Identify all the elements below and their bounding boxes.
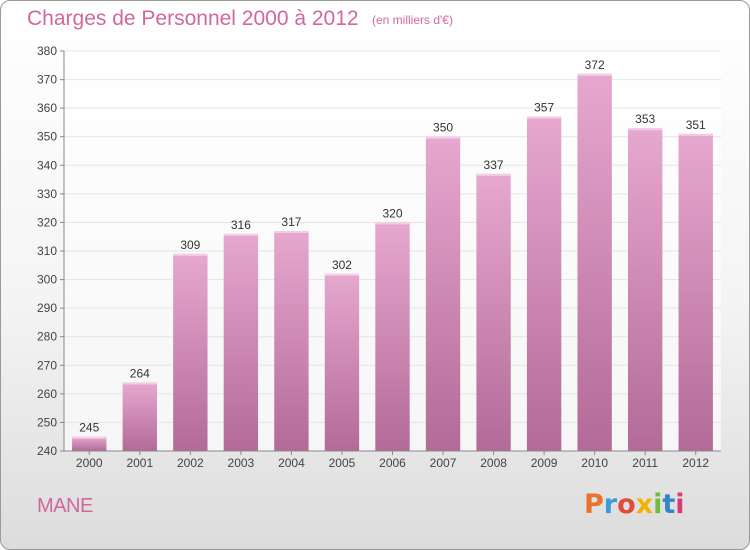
y-tick-label: 380 [37,44,57,58]
bar-highlight [476,173,511,176]
x-tick-label: 2000 [76,456,103,470]
x-tick-label: 2001 [126,456,153,470]
x-tick-label: 2011 [632,456,658,470]
bar [628,128,663,451]
value-label: 320 [382,206,402,220]
bar [476,173,511,451]
x-tick-label: 2009 [531,456,558,470]
bar-highlight [678,133,713,136]
bar-highlight [274,231,309,233]
y-axis: 240 250 260 270 280 290 300 310 320 330 340 350 360 3… [37,44,65,458]
bar-highlight [223,233,259,236]
y-tick-label: 360 [37,101,57,115]
bar [173,253,208,451]
bar [324,273,360,451]
value-label: 350 [433,121,453,135]
y-tick-label: 330 [37,187,57,201]
bar-highlight [375,222,410,225]
value-label: 337 [484,158,504,172]
bar [375,222,410,451]
bars [72,73,713,451]
x-tick-label: 2012 [682,456,709,470]
y-tick-label: 340 [37,158,57,172]
y-tick-label: 280 [37,330,57,344]
bar-highlight [72,436,107,439]
x-tick-label: 2003 [228,456,255,470]
value-label: 317 [281,215,301,229]
x-tick-label: 2002 [177,456,204,470]
value-label: 372 [585,58,605,72]
value-label: 302 [332,258,352,272]
bar [223,233,259,451]
bar-highlight [577,73,612,76]
bar-highlight [425,136,461,139]
logo-letter: i [653,489,663,520]
x-tick-label: 2007 [430,456,457,470]
y-tick-label: 350 [37,130,57,144]
logo-letter: i [675,489,685,520]
value-label: 309 [180,238,200,252]
y-tick-label: 270 [37,358,57,372]
bar [72,436,107,451]
value-label: 316 [231,218,251,232]
y-tick-label: 290 [37,301,57,315]
bar [425,136,461,451]
x-tick-label: 2005 [329,456,356,470]
y-tick-label: 250 [37,415,57,429]
value-label: 245 [79,421,99,435]
x-axis: 2000 2001 2002 2003 2004 2005 2006 2007 2008 2009… [64,450,721,470]
value-label: 357 [534,101,554,115]
x-tick-label: 2010 [581,456,608,470]
chart-title: Charges de Personnel 2000 à 2012 [27,7,359,30]
y-tick-label: 370 [37,73,57,87]
logo-letter: r [603,489,618,520]
bar [274,231,309,451]
bar [122,382,157,451]
value-label: 264 [130,366,150,380]
place-name: MANE [37,495,93,517]
value-labels: 245 264 309 316 317 302 320 350 337 357 372 353 351 [79,58,706,435]
x-tick-label: 2004 [278,456,305,470]
logo-letter: o [617,489,636,520]
y-tick-label: 260 [37,387,57,401]
bar-highlight [122,382,157,385]
bar [577,73,612,451]
proxiti-logo: Proxiti [584,489,685,520]
logo-letter: x [635,489,654,520]
logo-letter: P [584,489,604,520]
chart-unit: (en milliers d'€) [372,13,453,27]
bar-highlight [324,273,360,276]
y-tick-label: 310 [37,244,57,258]
value-label: 353 [635,112,655,126]
y-tick-label: 300 [37,273,57,287]
x-tick-label: 2008 [480,456,507,470]
bar-highlight [173,253,208,256]
bar-highlight [526,116,562,119]
logo-letter: t [662,489,676,520]
x-tick-label: 2006 [379,456,406,470]
y-tick-label: 320 [37,215,57,229]
bar [526,116,562,451]
bar [678,133,713,451]
bar-highlight [628,128,663,131]
value-label: 351 [686,118,706,132]
y-tick-label: 240 [37,444,57,458]
